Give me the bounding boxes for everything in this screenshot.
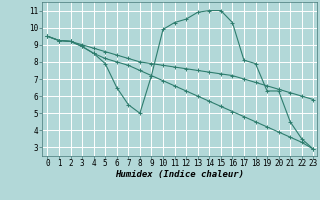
X-axis label: Humidex (Indice chaleur): Humidex (Indice chaleur): [115, 170, 244, 179]
